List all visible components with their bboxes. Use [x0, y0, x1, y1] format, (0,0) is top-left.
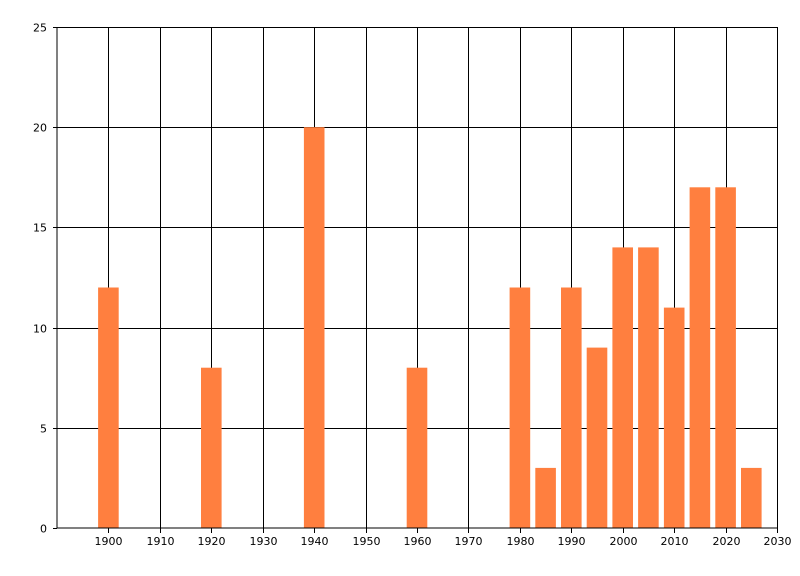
- y-tick-label: 25: [33, 22, 47, 35]
- bar: [715, 187, 736, 529]
- x-tick-label: 2020: [713, 535, 741, 548]
- y-axis-ticks: 0 5 10 15 20 25: [33, 22, 57, 536]
- y-tick-label: 20: [33, 122, 47, 135]
- x-tick-label: 1920: [198, 535, 226, 548]
- x-tick-label: 1980: [507, 535, 535, 548]
- bar: [689, 187, 711, 529]
- y-tick-label: 0: [40, 523, 47, 536]
- x-tick-label: 2010: [661, 535, 689, 548]
- bar: [586, 347, 608, 528]
- bar: [663, 307, 685, 528]
- x-tick-label: 1960: [404, 535, 432, 548]
- x-tick-label: 1950: [353, 535, 381, 548]
- bar: [561, 287, 582, 528]
- x-tick-label: 2030: [764, 535, 792, 548]
- x-tick-label: 2000: [610, 535, 638, 548]
- bar: [509, 287, 531, 528]
- bar-series: [98, 127, 762, 529]
- bar: [535, 467, 556, 528]
- y-tick-label: 15: [33, 222, 47, 235]
- x-tick-label: 1930: [250, 535, 278, 548]
- y-tick-label: 10: [33, 323, 47, 336]
- bar: [612, 247, 633, 528]
- x-tick-label: 1910: [147, 535, 175, 548]
- x-tick-label: 1990: [558, 535, 586, 548]
- x-tick-label: 1900: [95, 535, 123, 548]
- bar: [741, 467, 762, 528]
- bar: [303, 127, 325, 528]
- bar: [638, 247, 659, 528]
- bar: [98, 287, 119, 528]
- bar: [406, 367, 428, 528]
- x-tick-label: 1940: [301, 535, 329, 548]
- x-axis-ticks: 1900 1910 1920 1930 1940 1950 1960 1970 1980 1990…: [95, 528, 792, 548]
- y-tick-label: 5: [40, 423, 47, 436]
- x-tick-label: 1970: [455, 535, 483, 548]
- bar: [201, 367, 222, 528]
